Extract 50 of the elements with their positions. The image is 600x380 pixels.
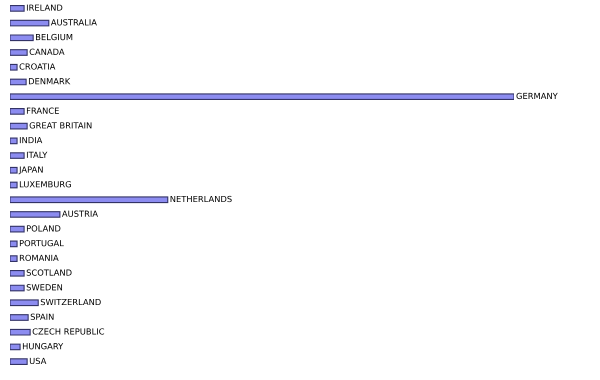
bar: [10, 64, 18, 71]
y-tick-label: AUSTRALIA: [50, 19, 97, 26]
bar: [10, 93, 514, 100]
bar: [10, 226, 25, 233]
y-tick-label: HUNGARY: [22, 343, 64, 350]
bar: [10, 358, 28, 365]
bar: [10, 182, 18, 188]
y-tick-label: INDIA: [20, 137, 42, 144]
y-tick-label: GREAT BRITAIN: [30, 122, 92, 129]
bar: [10, 20, 50, 26]
y-tick-label: POLAND: [26, 225, 60, 232]
y-tick-label: ROMANIA: [20, 254, 59, 262]
bar: [10, 49, 28, 56]
y-tick-label: PORTUGAL: [20, 240, 64, 246]
y-tick-label: ITALY: [26, 152, 48, 158]
y-tick-label: LUXEMBURG: [20, 181, 71, 188]
y-tick-label: BELGIUM: [36, 34, 72, 40]
y-tick-label: SWEDEN: [26, 284, 62, 290]
bar: [10, 211, 60, 218]
bar: [10, 344, 21, 350]
y-tick-label: JAPAN: [18, 166, 43, 174]
y-tick-label: GERMANY: [516, 92, 558, 100]
bar: [10, 166, 18, 174]
bar: [10, 270, 25, 277]
y-tick-label: AUSTRIA: [62, 210, 98, 217]
y-tick-label: SCOTLAND: [26, 269, 72, 276]
y-tick-label: CZECH REPUBLIC: [32, 328, 104, 335]
bar: [10, 108, 25, 115]
y-tick-label: NETHERLANDS: [170, 196, 232, 202]
y-tick-label: CANADA: [30, 48, 65, 55]
y-tick-label: DENMARK: [28, 78, 70, 84]
bar: [10, 299, 39, 306]
bar: [10, 284, 25, 292]
y-tick-label: IRELAND: [26, 4, 62, 11]
y-tick-label: FRANCE: [26, 108, 59, 114]
bar: [10, 240, 18, 248]
bar: [10, 78, 27, 86]
bar: [10, 314, 29, 321]
bar: [10, 122, 28, 130]
bar: [10, 255, 18, 262]
bar: [10, 152, 25, 159]
bar: [10, 137, 18, 144]
bar: [10, 328, 31, 336]
y-tick-label: CROATIA: [20, 63, 56, 70]
bar: [10, 5, 25, 12]
y-tick-label: SPAIN: [30, 314, 54, 320]
bar: [10, 34, 34, 42]
y-tick-label: USA: [30, 358, 46, 364]
bar: [10, 196, 168, 204]
y-tick-label: SWITZERLAND: [40, 298, 101, 306]
